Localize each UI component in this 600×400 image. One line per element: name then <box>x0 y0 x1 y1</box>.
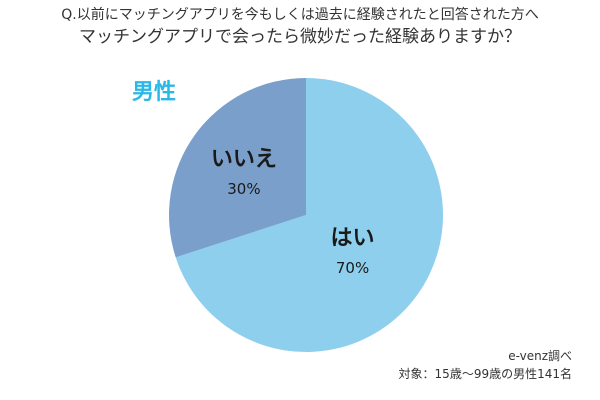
chart-title-question: Q.以前にマッチングアプリを今もしくは過去に経験されたと回答された方へ <box>61 7 539 23</box>
source-credit: e-venz調べ <box>508 349 572 363</box>
group-label: 男性 <box>132 80 177 105</box>
pie-slice-yes <box>175 78 443 352</box>
slice-label-yes: はい <box>331 226 375 251</box>
slice-value-yes: 70% <box>336 259 369 277</box>
chart-title-main: マッチングアプリで会ったら微妙だった経験ありますか？ <box>79 27 521 47</box>
survey-target: 対象：15歳〜99歳の男性141名 <box>398 367 572 381</box>
pie-slice-no <box>169 78 306 258</box>
slice-label-no: いいえ <box>211 147 277 172</box>
slice-value-no: 30% <box>227 180 260 198</box>
